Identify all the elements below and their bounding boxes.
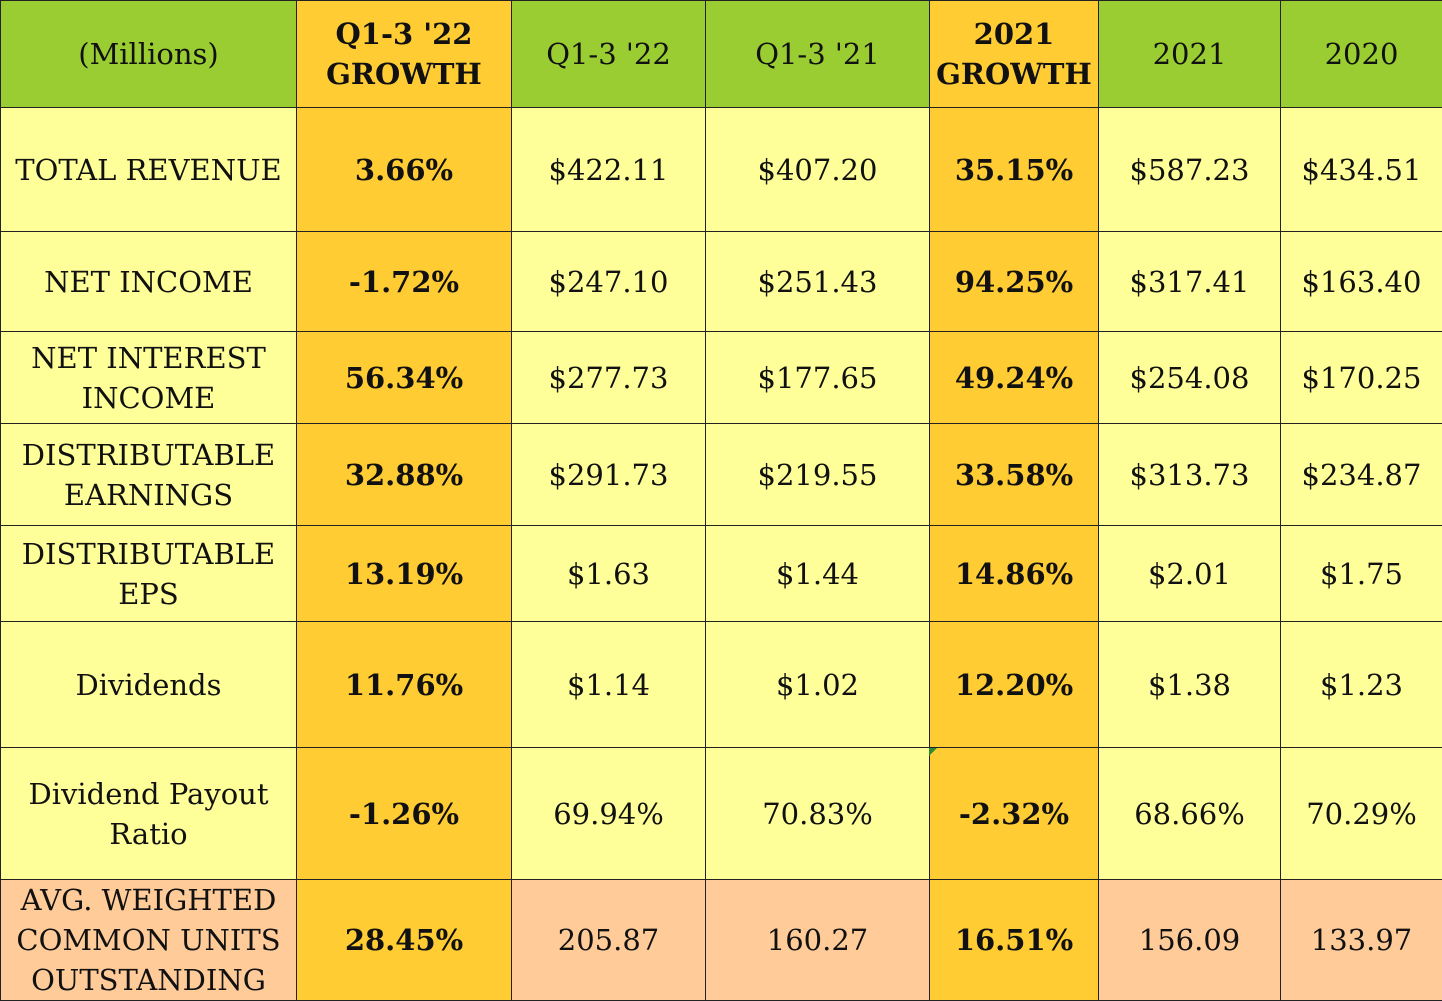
table-cell: 70.83% bbox=[706, 748, 930, 880]
table-cell: -1.72% bbox=[297, 232, 512, 332]
table-cell: 16.51% bbox=[930, 880, 1099, 1001]
table-row: DISTRIBUTABLE EARNINGS 32.88% $291.73 $2… bbox=[1, 424, 1442, 526]
table-row: Dividend Payout Ratio -1.26% 69.94% 70.8… bbox=[1, 748, 1442, 880]
table-cell: $219.55 bbox=[706, 424, 930, 526]
table-cell: -2.32% bbox=[930, 748, 1099, 880]
table-cell: $1.38 bbox=[1099, 622, 1281, 748]
table-cell: $1.02 bbox=[706, 622, 930, 748]
table-cell: 94.25% bbox=[930, 232, 1099, 332]
table-row: DISTRIBUTABLE EPS 13.19% $1.63 $1.44 14.… bbox=[1, 526, 1442, 622]
table-cell: $277.73 bbox=[512, 332, 706, 424]
header-q13-21: Q1-3 '21 bbox=[706, 1, 930, 108]
table-row: AVG. WEIGHTED COMMON UNITS OUTSTANDING 2… bbox=[1, 880, 1442, 1001]
table-cell: 32.88% bbox=[297, 424, 512, 526]
table-row: NET INCOME -1.72% $247.10 $251.43 94.25%… bbox=[1, 232, 1442, 332]
header-2021-growth: 2021 GROWTH bbox=[930, 1, 1099, 108]
table-cell: $1.14 bbox=[512, 622, 706, 748]
header-row: (Millions) Q1-3 '22 GROWTH Q1-3 '22 Q1-3… bbox=[1, 1, 1442, 108]
table-cell: $587.23 bbox=[1099, 108, 1281, 232]
cell-comment-marker bbox=[929, 748, 937, 756]
table-cell: $1.63 bbox=[512, 526, 706, 622]
table-cell: 133.97 bbox=[1281, 880, 1442, 1001]
table-cell: $313.73 bbox=[1099, 424, 1281, 526]
table-cell: 160.27 bbox=[706, 880, 930, 1001]
table-cell: 156.09 bbox=[1099, 880, 1281, 1001]
header-2021: 2021 bbox=[1099, 1, 1281, 108]
header-q13-22-growth: Q1-3 '22 GROWTH bbox=[297, 1, 512, 108]
row-label: DISTRIBUTABLE EPS bbox=[1, 526, 297, 622]
table-cell: 49.24% bbox=[930, 332, 1099, 424]
table-cell: 28.45% bbox=[297, 880, 512, 1001]
table-cell: $407.20 bbox=[706, 108, 930, 232]
table-cell: 11.76% bbox=[297, 622, 512, 748]
table-cell: 14.86% bbox=[930, 526, 1099, 622]
table-cell: $1.23 bbox=[1281, 622, 1442, 748]
table-cell: 33.58% bbox=[930, 424, 1099, 526]
table-row: NET INTEREST INCOME 56.34% $277.73 $177.… bbox=[1, 332, 1442, 424]
table-cell: 56.34% bbox=[297, 332, 512, 424]
header-units: (Millions) bbox=[1, 1, 297, 108]
table-cell: $163.40 bbox=[1281, 232, 1442, 332]
table-cell: 3.66% bbox=[297, 108, 512, 232]
table-cell: -1.26% bbox=[297, 748, 512, 880]
table-cell: 35.15% bbox=[930, 108, 1099, 232]
row-label: Dividend Payout Ratio bbox=[1, 748, 297, 880]
table-cell: $247.10 bbox=[512, 232, 706, 332]
row-label: AVG. WEIGHTED COMMON UNITS OUTSTANDING bbox=[1, 880, 297, 1001]
header-q13-22: Q1-3 '22 bbox=[512, 1, 706, 108]
row-label: TOTAL REVENUE bbox=[1, 108, 297, 232]
table-cell: $1.75 bbox=[1281, 526, 1442, 622]
table-cell: 205.87 bbox=[512, 880, 706, 1001]
header-2020: 2020 bbox=[1281, 1, 1442, 108]
row-label: NET INCOME bbox=[1, 232, 297, 332]
table-cell: $170.25 bbox=[1281, 332, 1442, 424]
row-label: DISTRIBUTABLE EARNINGS bbox=[1, 424, 297, 526]
table-cell: $234.87 bbox=[1281, 424, 1442, 526]
table-cell: $254.08 bbox=[1099, 332, 1281, 424]
table-cell: $2.01 bbox=[1099, 526, 1281, 622]
table-cell: $177.65 bbox=[706, 332, 930, 424]
table-cell: 69.94% bbox=[512, 748, 706, 880]
table-cell: $422.11 bbox=[512, 108, 706, 232]
table-row: TOTAL REVENUE 3.66% $422.11 $407.20 35.1… bbox=[1, 108, 1442, 232]
table-row: Dividends 11.76% $1.14 $1.02 12.20% $1.3… bbox=[1, 622, 1442, 748]
table-cell: 70.29% bbox=[1281, 748, 1442, 880]
row-label: Dividends bbox=[1, 622, 297, 748]
table-cell: $434.51 bbox=[1281, 108, 1442, 232]
table-cell: $251.43 bbox=[706, 232, 930, 332]
table-cell: $317.41 bbox=[1099, 232, 1281, 332]
row-label: NET INTEREST INCOME bbox=[1, 332, 297, 424]
table-cell: $291.73 bbox=[512, 424, 706, 526]
table-cell: 12.20% bbox=[930, 622, 1099, 748]
table-cell: $1.44 bbox=[706, 526, 930, 622]
table-cell: 13.19% bbox=[297, 526, 512, 622]
table-cell: 68.66% bbox=[1099, 748, 1281, 880]
